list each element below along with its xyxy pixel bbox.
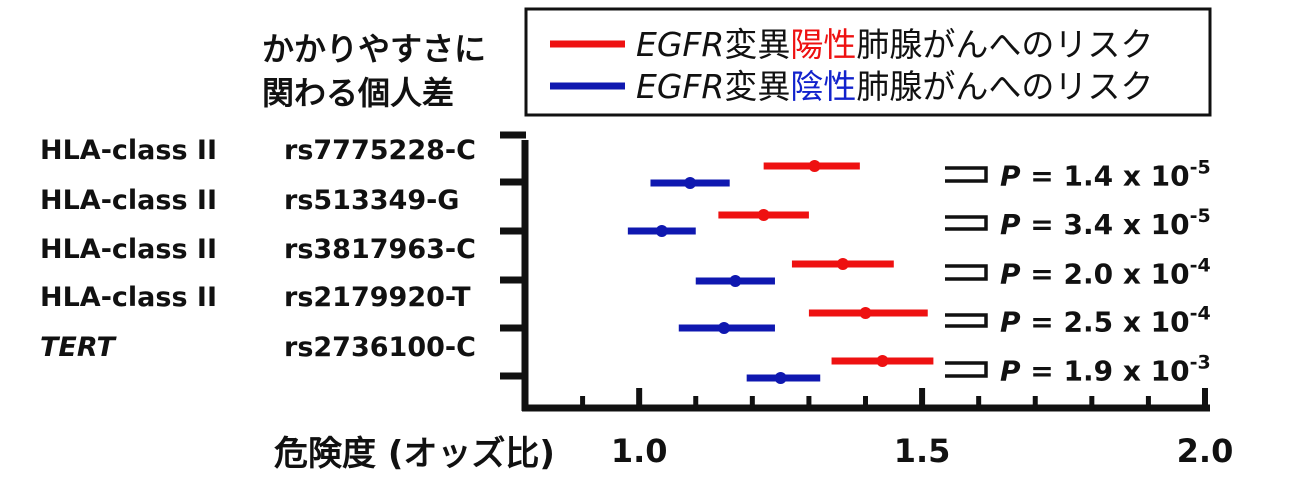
p-value-bracket bbox=[945, 264, 988, 281]
legend-entry-negative: EGFR変異陰性肺腺がんへのリスク bbox=[636, 67, 1153, 106]
legend-suffix: 肺腺がんへのリスク bbox=[856, 67, 1153, 106]
legend: EGFR変異陽性肺腺がんへのリスク EGFR変異陰性肺腺がんへのリスク bbox=[524, 7, 1212, 117]
x-tick-label: 1.0 bbox=[611, 432, 668, 470]
p-symbol: P bbox=[1000, 258, 1021, 291]
point-estimate-negative bbox=[684, 177, 697, 189]
p-value-exponent: -5 bbox=[1190, 205, 1211, 227]
gene-label: HLA-class II bbox=[40, 135, 217, 166]
p-symbol: P bbox=[1000, 208, 1021, 241]
point-estimate-negative bbox=[718, 322, 731, 334]
p-value-label: P = 2.0 x 10-4 bbox=[1000, 255, 1211, 291]
legend-frame bbox=[524, 7, 1212, 117]
legend-suffix: 肺腺がんへのリスク bbox=[856, 25, 1153, 64]
p-value-bracket bbox=[945, 215, 988, 231]
snp-label: rs7775228-C bbox=[284, 135, 476, 166]
x-tick-label: 2.0 bbox=[1177, 432, 1234, 470]
legend-mutation-word: 変異 bbox=[724, 25, 790, 64]
generated-marks: 1.0 1.5 2.0 HLA-class II rs7775228-C P = 1.4 … bbox=[40, 131, 1234, 470]
p-value-mantissa: = 1.9 x 10 bbox=[1021, 355, 1190, 388]
snp-label: rs2736100-C bbox=[284, 332, 476, 363]
point-estimate-negative bbox=[655, 225, 668, 237]
point-estimate-positive bbox=[836, 258, 849, 270]
legend-highlight-positive: 陽性 bbox=[790, 25, 856, 64]
point-estimate-negative bbox=[774, 372, 787, 384]
point-estimate-positive bbox=[808, 160, 821, 172]
p-value-bracket bbox=[945, 166, 988, 183]
gene-label: HLA-class II bbox=[40, 282, 217, 313]
p-symbol: P bbox=[1000, 306, 1021, 339]
p-value-mantissa: = 3.4 x 10 bbox=[1021, 208, 1190, 241]
point-estimate-positive bbox=[757, 209, 770, 221]
p-value-mantissa: = 1.4 x 10 bbox=[1021, 160, 1190, 193]
p-value-exponent: -4 bbox=[1190, 255, 1211, 277]
point-estimate-positive bbox=[859, 307, 872, 319]
column-header-line1: かかりやすさに bbox=[262, 30, 486, 68]
snp-label: rs2179920-T bbox=[284, 282, 471, 313]
p-value-bracket bbox=[945, 361, 988, 378]
x-tick-label: 1.5 bbox=[894, 432, 951, 470]
snp-label: rs3817963-C bbox=[284, 234, 476, 265]
p-value-mantissa: = 2.5 x 10 bbox=[1021, 306, 1190, 339]
p-value-label: P = 3.4 x 10-5 bbox=[1000, 205, 1211, 241]
gene-label: HLA-class II bbox=[40, 234, 217, 265]
snp-label: rs513349-G bbox=[284, 185, 459, 216]
p-value-bracket bbox=[945, 313, 988, 328]
legend-highlight-negative: 陰性 bbox=[790, 67, 856, 106]
p-value-label: P = 1.4 x 10-5 bbox=[1000, 157, 1211, 193]
p-value-exponent: -4 bbox=[1190, 303, 1211, 325]
legend-gene-name: EGFR bbox=[636, 67, 724, 106]
column-header-line2: 関わる個人差 bbox=[262, 74, 454, 112]
x-axis-label: 危険度 (オッズ比) bbox=[274, 434, 555, 474]
legend-mutation-word: 変異 bbox=[724, 67, 790, 106]
gene-label: HLA-class II bbox=[40, 185, 217, 216]
point-estimate-positive bbox=[876, 355, 889, 367]
p-value-exponent: -5 bbox=[1190, 157, 1211, 179]
p-value-label: P = 2.5 x 10-4 bbox=[1000, 303, 1211, 339]
p-symbol: P bbox=[1000, 355, 1021, 388]
p-value-label: P = 1.9 x 10-3 bbox=[1000, 352, 1211, 388]
p-value-exponent: -3 bbox=[1190, 352, 1211, 374]
legend-entry-positive: EGFR変異陽性肺腺がんへのリスク bbox=[636, 25, 1153, 64]
gene-label: TERT bbox=[40, 332, 117, 363]
p-symbol: P bbox=[1000, 160, 1021, 193]
legend-gene-name: EGFR bbox=[636, 25, 724, 64]
p-value-mantissa: = 2.0 x 10 bbox=[1021, 258, 1190, 291]
point-estimate-negative bbox=[729, 275, 742, 287]
